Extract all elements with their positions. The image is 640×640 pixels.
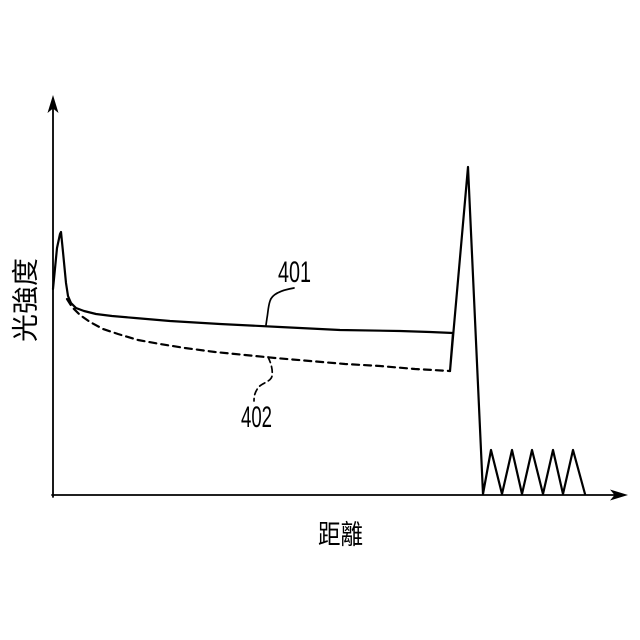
x-axis-arrow-icon [610,489,628,501]
ref-label-402: 402 [241,401,272,434]
y-axis-label: 光強度 [11,258,41,342]
y-axis-arrow-icon [47,95,59,113]
dashed-trace-402 [65,297,452,373]
leader-line-402 [253,356,274,402]
x-axis-label: 距離 [318,520,363,550]
ref-label-401: 401 [278,256,311,289]
leader-line-401 [265,287,295,326]
solid-trace-401 [51,165,587,496]
